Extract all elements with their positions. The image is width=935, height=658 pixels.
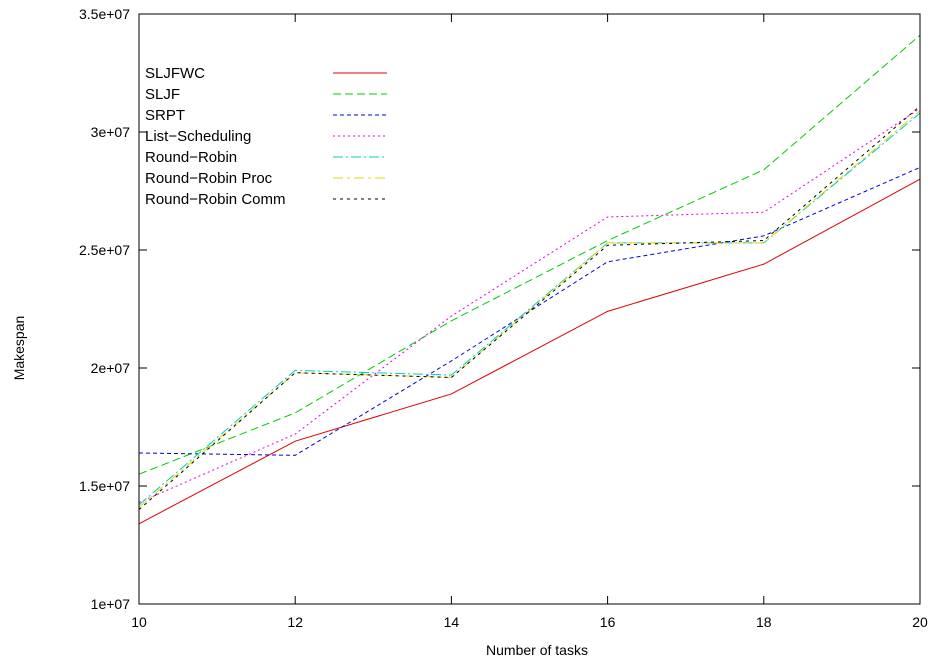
x-tick-label: 12 [287,614,303,630]
legend-entry-label: Round−Robin Comm [145,191,286,208]
legend-entry-label: Round−Robin Proc [145,170,273,187]
legend-entry-label: SLJF [145,86,180,103]
series-line [138,107,921,503]
y-tick-label: 1.5e+07 [79,478,130,494]
legend-entry-label: SLJFWC [145,65,205,82]
plot-frame [138,13,921,605]
x-tick-label: 10 [131,614,147,630]
y-tick-label: 3e+07 [91,124,131,140]
y-tick-label: 3.5e+07 [79,6,130,22]
x-tick-label: 14 [444,614,460,630]
x-tick-label: 16 [600,614,616,630]
axis-tick-labels: 10 12 14 16 18 20 1e+07 1.5e+07 2e+07 2.5e+07 3e+0… [79,6,928,630]
y-tick-label: 1e+07 [91,596,131,612]
plot-lines [138,34,921,525]
legend-entry-label: Round−Robin [145,149,237,166]
x-tick-label: 18 [756,614,772,630]
axis-ticks [138,13,921,605]
series-line [138,110,921,508]
y-tick-label: 2.5e+07 [79,242,130,258]
x-tick-label: 20 [912,614,928,630]
series-line [138,34,921,475]
series-line [138,166,921,456]
legend-entry-label: SRPT [145,107,185,124]
series-line [138,105,921,510]
series-line [138,178,921,525]
y-axis-label: Makespan [11,316,27,381]
legend: SLJFWC SLJF SRPT List−Scheduling Round−Robin… [145,65,387,208]
x-axis-label: Number of tasks [486,642,588,658]
legend-entry-label: List−Scheduling [145,128,251,145]
y-tick-label: 2e+07 [91,360,131,376]
